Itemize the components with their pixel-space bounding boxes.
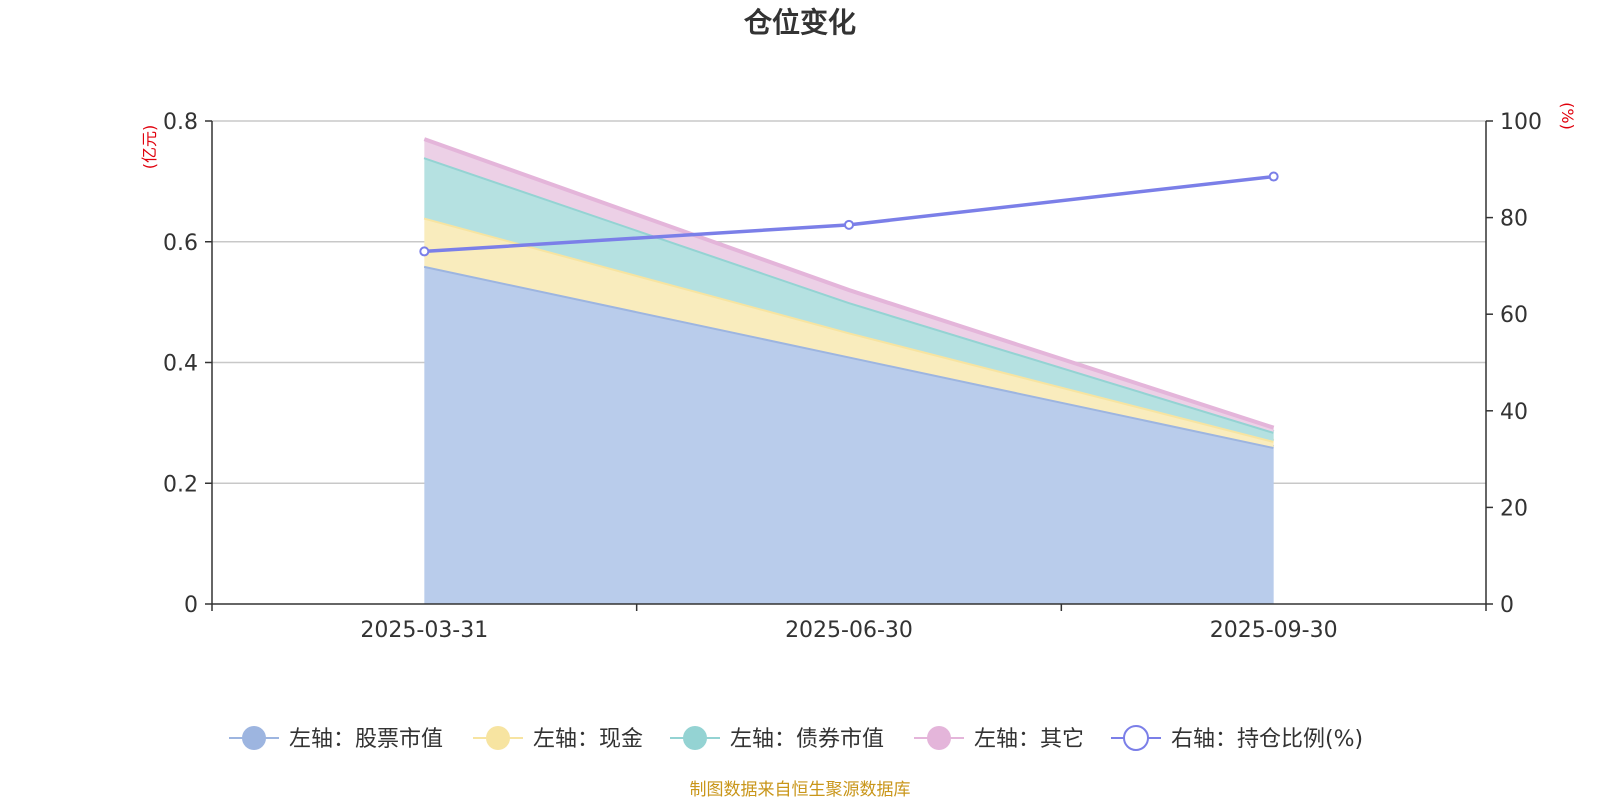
left-axis-unit: (亿元) xyxy=(140,125,159,170)
area-4 xyxy=(424,139,1274,432)
area-1 xyxy=(424,265,1274,604)
legend-label: 左轴：股票市值 xyxy=(289,727,443,752)
chart-title: 仓位变化 xyxy=(744,6,856,39)
left-tick-label: 0.6 xyxy=(163,231,198,256)
legend-marker xyxy=(927,726,951,750)
stacked-areas xyxy=(423,137,1275,604)
right-tick-label: 0 xyxy=(1500,593,1514,618)
axes: 0 0.2 0.4 0.6 0.8 0 20 40 60 80 100 2025-03-31 2025-… xyxy=(163,110,1542,643)
right-tick-label: 60 xyxy=(1500,303,1528,328)
left-tick-label: 0.4 xyxy=(163,352,198,377)
legend-marker xyxy=(683,726,707,750)
x-tick-label: 2025-06-30 xyxy=(785,618,913,643)
x-tick-label: 2025-09-30 xyxy=(1210,618,1338,643)
area-edge-4 xyxy=(423,137,1275,430)
legend-item: 左轴：现金 xyxy=(473,726,643,752)
ratio-line-layer xyxy=(419,171,1279,257)
right-tick-label: 80 xyxy=(1500,207,1528,232)
legend-label: 左轴：债券市值 xyxy=(730,727,884,752)
ratio-point xyxy=(844,219,854,230)
x-tick-label: 2025-03-31 xyxy=(360,618,488,643)
legend-item: 左轴：其它 xyxy=(914,726,1084,752)
legend-item: 左轴：债券市值 xyxy=(670,726,884,752)
legend-label: 左轴：其它 xyxy=(974,727,1084,752)
right-tick-label: 40 xyxy=(1500,400,1528,425)
legend-item: 左轴：股票市值 xyxy=(229,726,443,752)
legend-marker xyxy=(1123,725,1149,751)
legend: 左轴：股票市值 左轴：现金 左轴：债券市值 左轴：其它 右轴：持仓比例(%) xyxy=(229,725,1363,752)
left-tick-label: 0.2 xyxy=(163,472,198,497)
legend-label: 左轴：现金 xyxy=(533,727,643,752)
legend-item: 右轴：持仓比例(%) xyxy=(1111,725,1363,752)
left-tick-label: 0.8 xyxy=(163,110,198,135)
ratio-point xyxy=(419,246,430,257)
area-3 xyxy=(424,157,1274,441)
right-tick-label: 100 xyxy=(1500,110,1542,135)
right-axis-unit: (%) xyxy=(1558,102,1577,130)
legend-marker xyxy=(242,726,266,750)
left-tick-label: 0 xyxy=(184,593,198,618)
source-note: 制图数据来自恒生聚源数据库 xyxy=(690,780,911,800)
legend-marker xyxy=(486,726,510,750)
ratio-point xyxy=(1268,171,1279,182)
right-tick-label: 20 xyxy=(1500,496,1528,521)
legend-label: 右轴：持仓比例(%) xyxy=(1171,727,1363,752)
